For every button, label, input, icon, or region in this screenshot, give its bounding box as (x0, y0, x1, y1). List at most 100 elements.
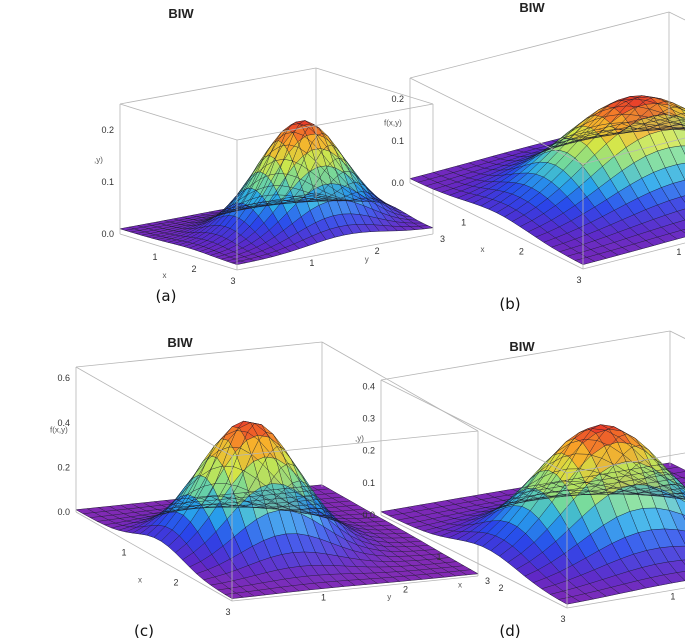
box-edge (236, 103, 434, 141)
mesh-line (499, 441, 685, 557)
box-edge (75, 366, 233, 457)
mesh-line (224, 569, 471, 595)
x-tick-label: 2 (519, 246, 524, 256)
mesh-line (550, 559, 685, 595)
box-edge (582, 242, 685, 270)
bounding-box (380, 330, 685, 609)
z-tick-label: 0.1 (362, 478, 375, 488)
mesh-line (198, 446, 356, 586)
box-edge (119, 233, 238, 271)
z-axis-label: ,y) (94, 156, 103, 165)
axes: 1 2 3 1 2 3 0.0 0.1 0.2 x y ,y) (94, 125, 445, 286)
z-tick-label: 0.1 (101, 177, 114, 187)
x-tick-label: 1 (436, 552, 441, 562)
panel-caption: (d) (499, 622, 520, 640)
mesh-line (621, 120, 685, 131)
z-tick-label: 0.4 (362, 381, 375, 391)
x-tick-label: 2 (191, 264, 196, 274)
mesh-line (280, 170, 398, 231)
mesh-line (604, 473, 685, 500)
y-tick-label: 1 (670, 592, 675, 602)
mesh-line (288, 488, 445, 578)
box-edge (409, 182, 584, 270)
panel-title: BIW (519, 0, 545, 15)
mesh-line (196, 533, 443, 574)
x-tick-label: 1 (152, 252, 157, 262)
mesh-line (564, 472, 685, 495)
box-edge (669, 330, 685, 339)
x-axis-label: x (138, 576, 142, 585)
mesh-line (226, 213, 423, 262)
surface-mesh (119, 120, 434, 265)
mesh-line (243, 492, 400, 582)
x-tick-label: 1 (461, 218, 466, 228)
mesh-line (633, 120, 685, 130)
mesh-line (575, 228, 685, 261)
box-edge (315, 67, 434, 105)
mesh-line (236, 227, 434, 265)
z-tick-label: 0.0 (101, 229, 114, 239)
y-tick-label: 3 (485, 576, 490, 586)
mesh-line (630, 469, 685, 495)
z-axis-label: f(x,y) (384, 118, 402, 127)
mesh-line (610, 113, 685, 132)
box-edge (409, 11, 670, 79)
mesh-line (558, 571, 685, 600)
x-axis-label: x (481, 245, 485, 254)
mesh-line (315, 192, 434, 229)
mesh-line (310, 485, 467, 576)
mesh-line (321, 484, 479, 574)
box-edge (566, 587, 685, 609)
panel-c: BIW (c) 1 2 3 1 2 3 0.0 0.2 0.4 0.6 x y f(x,y) (50, 335, 490, 640)
y-tick-label: 1 (321, 593, 326, 603)
panel-caption: (a) (156, 287, 177, 305)
x-tick-label: 3 (560, 614, 565, 624)
z-tick-label: 0.4 (57, 418, 70, 428)
mesh-line (182, 483, 429, 561)
panel-caption: (c) (134, 622, 154, 640)
mesh-line (533, 528, 685, 583)
panel-title: BIW (167, 335, 193, 350)
mesh-line (189, 120, 386, 249)
x-tick-label: 2 (173, 577, 178, 587)
mesh-line (160, 422, 408, 542)
mesh-line (586, 100, 685, 136)
mesh-line (210, 463, 367, 585)
z-tick-label: 0.6 (57, 373, 70, 383)
box-edge (119, 67, 317, 105)
box-edge (119, 103, 238, 141)
mesh-line (203, 551, 450, 581)
z-tick-label: 0.0 (57, 507, 70, 517)
x-tick-label: 3 (230, 276, 235, 286)
mesh-line (559, 208, 685, 253)
mesh-line (525, 433, 685, 545)
x-tick-label: 2 (498, 583, 503, 593)
z-tick-label: 0.3 (362, 414, 375, 424)
mesh-line (617, 471, 685, 500)
box-edge (231, 430, 479, 457)
mesh-line (289, 182, 407, 231)
mesh-line (566, 580, 685, 605)
mesh-line (221, 480, 378, 584)
x-tick-label: 3 (225, 607, 230, 617)
mesh-line (168, 434, 415, 547)
mesh-line (543, 179, 685, 243)
box-edge (321, 341, 479, 432)
y-axis-label: y (387, 592, 391, 601)
mesh-line (205, 148, 402, 254)
mesh-line (298, 191, 416, 230)
mesh-line (567, 219, 685, 257)
y-tick-label: 3 (440, 234, 445, 244)
mesh-line (577, 477, 685, 495)
axes: 1 2 3 1 2 3 0.0 0.2 0.4 0.6 x y f(x,y) (50, 373, 490, 617)
box-edge (380, 379, 568, 474)
mesh-line (262, 144, 380, 232)
mesh-line (199, 133, 396, 252)
y-axis-label: y (365, 255, 369, 264)
panel-title: BIW (509, 339, 535, 354)
mesh-line (527, 145, 685, 233)
